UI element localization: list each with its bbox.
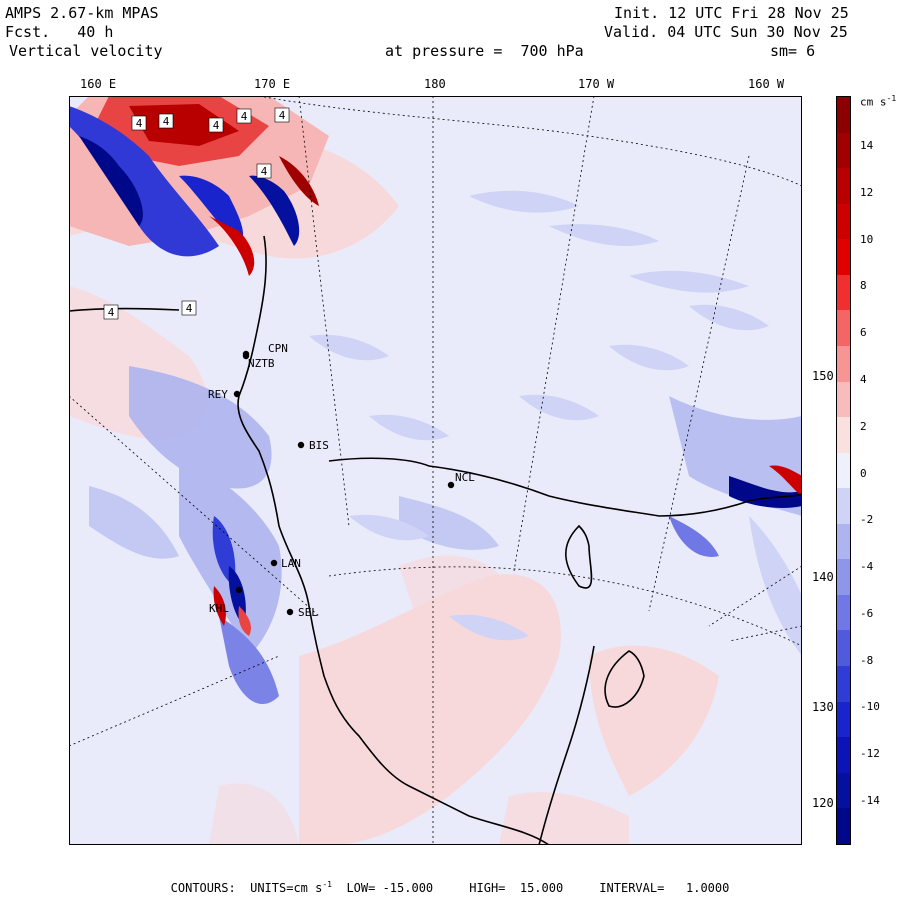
colorbar-segment xyxy=(837,559,850,595)
valid-time: Valid. 04 UTC Sun 30 Nov 25 xyxy=(604,23,848,41)
mountain-wave-cores xyxy=(212,516,251,636)
contour-label-3: 4 xyxy=(213,119,220,132)
station-label-sel: SEL xyxy=(298,606,318,619)
colorbar-tick-label: 8 xyxy=(860,279,867,293)
contour-label-1: 4 xyxy=(136,117,143,130)
contour-label-7: 4 xyxy=(108,306,115,319)
station-label-lan: LAN xyxy=(281,557,301,570)
colorbar-segment xyxy=(837,452,850,489)
colorbar-segment xyxy=(837,203,850,240)
contour-label-5: 4 xyxy=(279,109,286,122)
station-dot-rey xyxy=(233,390,241,398)
colorbar-tick-label: 6 xyxy=(860,326,867,340)
lat-lon-grid xyxy=(69,96,802,845)
colorbar-segment xyxy=(837,132,850,169)
colorbar-segment xyxy=(837,274,850,311)
colorbar-segment xyxy=(837,666,850,702)
colorbar-segment xyxy=(837,488,850,524)
colorbar-segment xyxy=(837,97,850,133)
colorbar-segment xyxy=(837,310,850,346)
lon-label-180: 180 xyxy=(424,77,446,91)
contour-labels: 4 4 4 4 4 4 4 4 xyxy=(103,107,290,320)
contour-label-4: 4 xyxy=(241,110,248,123)
colorbar-tick-label: -4 xyxy=(860,560,874,574)
colorbar-segment xyxy=(837,808,850,844)
colorbar-tick-label: 12 xyxy=(860,185,874,199)
station-dot-ncl xyxy=(447,481,455,489)
station-label-cpn: CPN xyxy=(268,342,288,355)
pressure-level: at pressure = 700 hPa xyxy=(385,42,584,60)
colorbar-segment xyxy=(837,737,850,773)
colorbar xyxy=(836,96,851,845)
colorbar-segment xyxy=(837,772,850,809)
colorbar-tick-label: 10 xyxy=(860,232,874,246)
station-label-bis: BIS xyxy=(309,439,329,452)
colorbar-tick-label: 0 xyxy=(860,466,867,480)
station-dot-sel xyxy=(286,608,294,616)
lon-label-160e: 160 E xyxy=(80,77,117,91)
colorbar-segment xyxy=(837,594,850,631)
forecast-hour: Fcst. 40 h xyxy=(5,23,114,41)
contour-label-8: 4 xyxy=(186,302,193,315)
station-dot-khl xyxy=(235,586,243,594)
map-frame xyxy=(69,96,802,845)
station-label-rey: REY xyxy=(208,388,228,401)
colorbar-tick-label: -2 xyxy=(860,513,874,527)
contour-label-2: 4 xyxy=(163,115,170,128)
colorbar-tick-label: 2 xyxy=(860,419,867,433)
colorbar-tick-label: -10 xyxy=(860,700,880,714)
colorbar-tick-label: -6 xyxy=(860,606,874,620)
colorbar-tick-label: -8 xyxy=(860,653,874,667)
colorbar-segment xyxy=(837,239,850,275)
contour-label-6: 4 xyxy=(261,165,268,178)
smoothing-value: sm= 6 xyxy=(770,42,816,60)
strong-signal-nw xyxy=(69,96,329,276)
colorbar-tick-label: 14 xyxy=(860,139,874,152)
contour-info-footer: CONTOURS: UNITS=cm s-1 LOW= -15.000 HIGH… xyxy=(170,880,730,895)
station-dot-bis xyxy=(297,441,305,449)
field-name: Vertical velocity xyxy=(9,42,163,60)
weak-ascent-regions xyxy=(69,113,719,845)
station-label-ncl: NCL xyxy=(455,471,475,484)
colorbar-segment xyxy=(837,345,850,382)
lon-label-170e: 170 E xyxy=(254,77,291,91)
colorbar-segment xyxy=(837,417,850,453)
east-edge-signals xyxy=(669,396,802,656)
colorbar-segment xyxy=(837,381,850,418)
colorbar-segment xyxy=(837,630,850,666)
colorbar-segment xyxy=(837,701,850,738)
init-time: Init. 12 UTC Fri 28 Nov 25 xyxy=(614,4,849,22)
station-dot-nztb xyxy=(242,352,250,360)
colorbar-tick-label: -12 xyxy=(860,747,880,761)
lon-label-160w: 160 W xyxy=(748,77,785,91)
colorbar-tick-label: 4 xyxy=(860,372,867,386)
lon-label-170w: 170 W xyxy=(578,77,615,91)
station-markers: CPN NZTB REY BIS NCL LAN KHL SEL xyxy=(208,342,475,619)
model-title: AMPS 2.67-km MPAS xyxy=(5,4,159,22)
station-dot-lan xyxy=(270,559,278,567)
vertical-velocity-map: 4 4 4 4 4 4 4 4 CPN NZTB REY BIS xyxy=(69,96,802,845)
station-label-nztb: NZTB xyxy=(248,357,275,370)
colorbar-segment xyxy=(837,168,850,204)
plateau-patches xyxy=(309,190,769,641)
coastline xyxy=(69,235,802,845)
station-label-khl: KHL xyxy=(209,602,229,615)
colorbar-tick-label: -14 xyxy=(860,794,880,807)
colorbar-segment xyxy=(837,523,850,560)
colorbar-units: cm s-1 xyxy=(860,94,897,109)
